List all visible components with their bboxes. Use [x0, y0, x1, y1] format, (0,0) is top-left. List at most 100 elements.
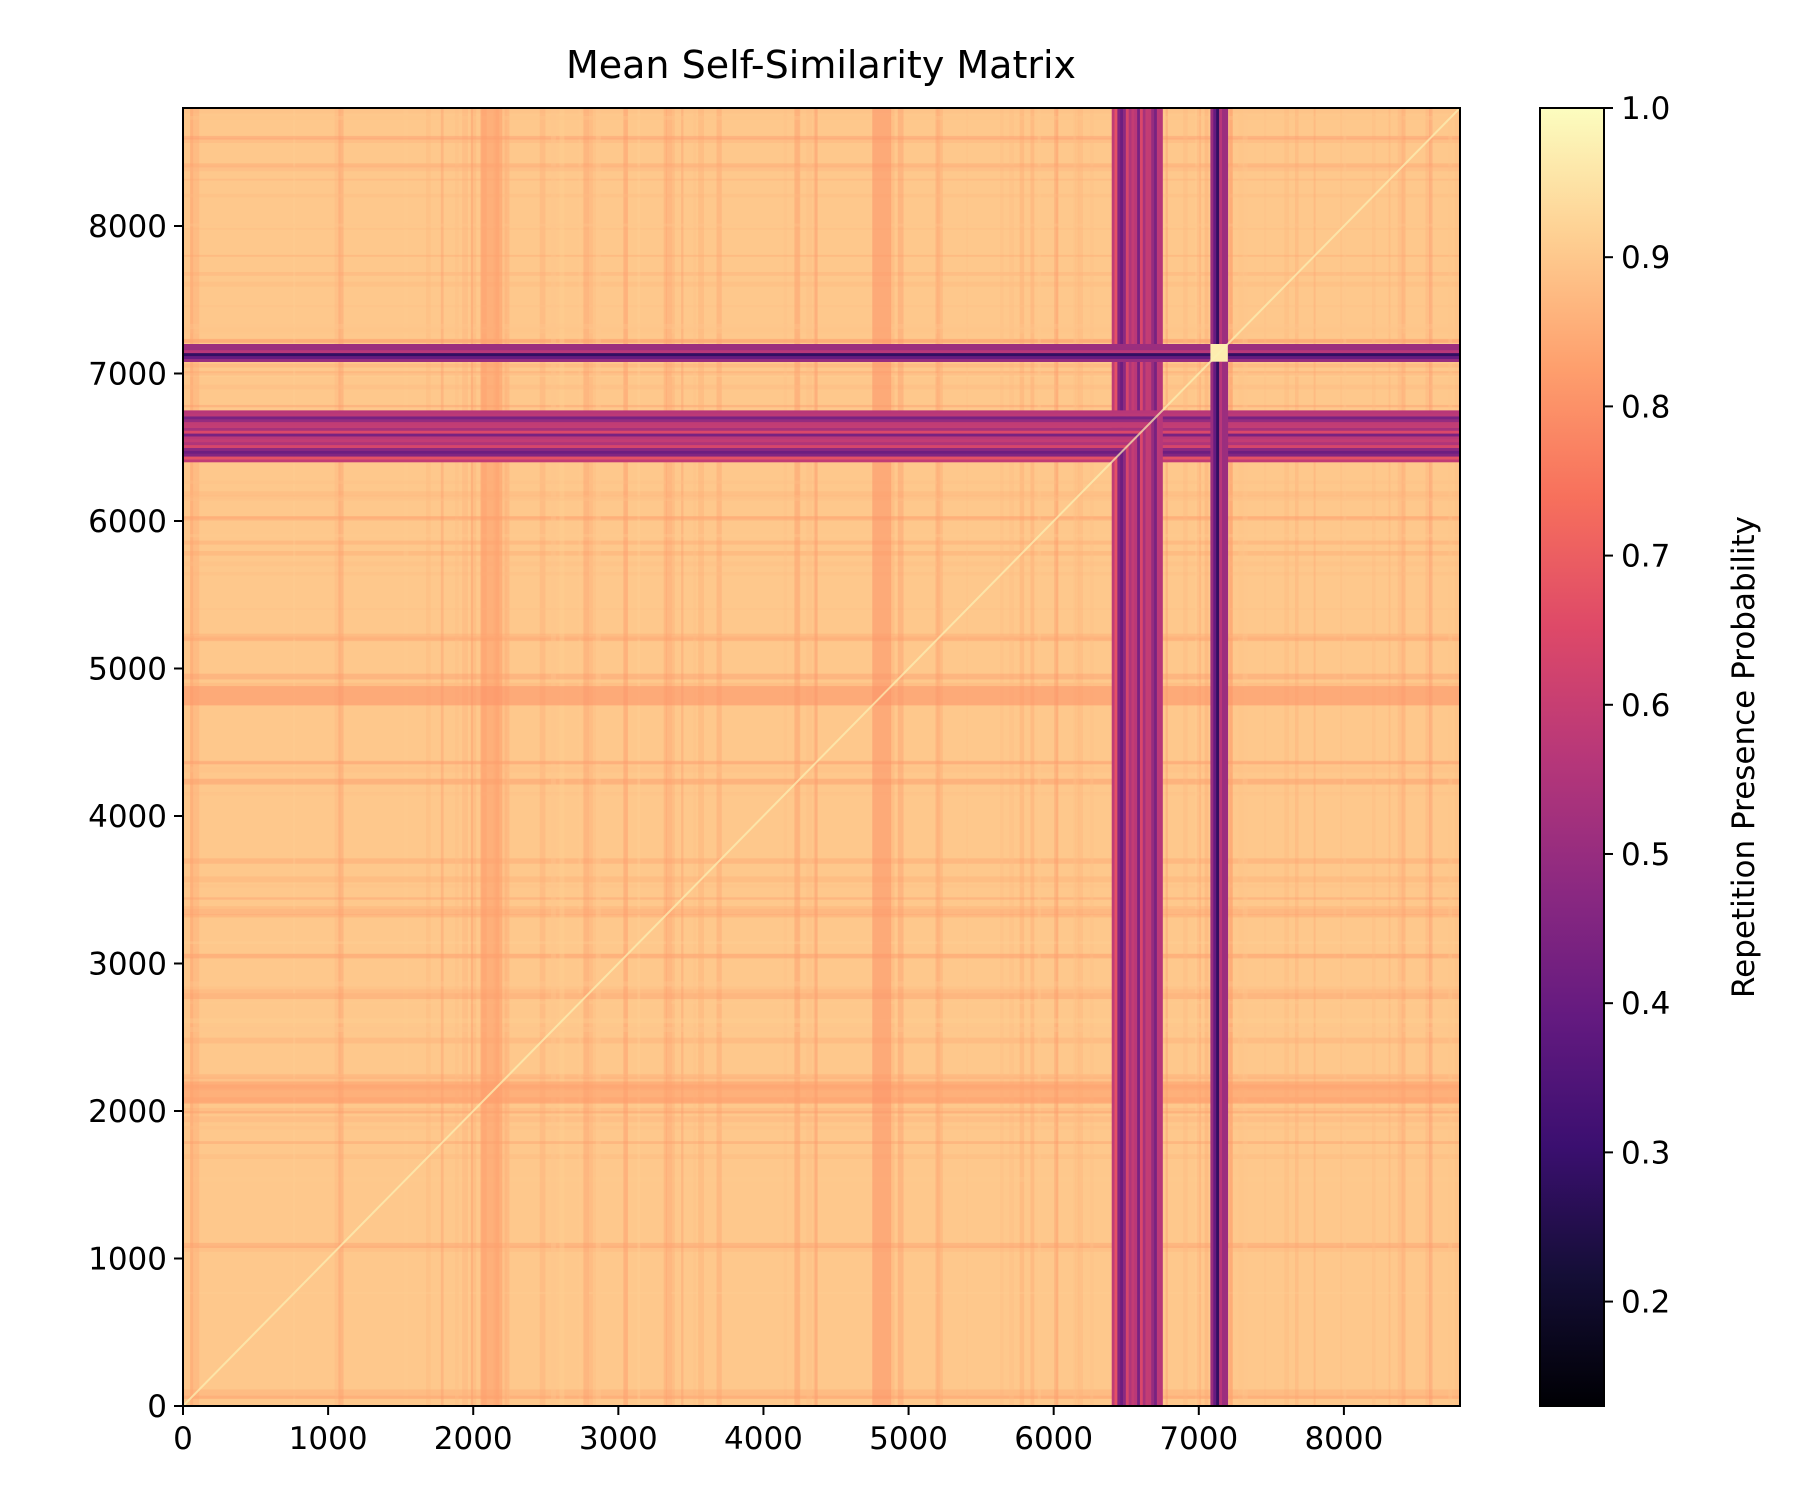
low-band-row-stripe — [183, 459, 1460, 463]
texture-row — [183, 986, 1460, 990]
low-band-row-stripe — [183, 433, 1460, 437]
texture-row — [183, 534, 1460, 538]
texture-column — [190, 108, 193, 1406]
texture-column — [1000, 108, 1004, 1406]
texture-column — [426, 108, 431, 1406]
texture-row — [183, 608, 1460, 610]
texture-column — [190, 108, 195, 1406]
texture-row — [183, 384, 1460, 390]
texture-row — [183, 281, 1460, 287]
low-band-column-stripe — [1114, 108, 1118, 1406]
texture-column — [698, 108, 704, 1406]
y-tick-label: 3000 — [88, 947, 167, 983]
texture-row — [183, 373, 1460, 378]
colorbar-tick-label: 0.2 — [1621, 1285, 1670, 1321]
texture-column — [1295, 108, 1298, 1406]
texture-column — [1204, 108, 1209, 1406]
low-band-row-stripe — [183, 427, 1460, 431]
texture-row — [183, 1074, 1460, 1080]
texture-row — [183, 1395, 1460, 1399]
texture-row — [183, 115, 1460, 120]
texture-column — [1090, 108, 1094, 1406]
low-band-column-stripe — [1128, 108, 1132, 1406]
texture-row — [183, 1154, 1460, 1159]
texture-row — [183, 761, 1460, 766]
y-axis: 0 1000 2000 3000 4000 5000 6000 7000 8000 — [88, 209, 183, 1425]
texture-column — [1037, 108, 1041, 1406]
texture-row — [183, 914, 1460, 918]
texture-column — [334, 108, 341, 1406]
texture-column — [1388, 108, 1391, 1406]
texture-row — [183, 254, 1460, 257]
texture-row — [183, 404, 1460, 408]
texture-column — [663, 108, 667, 1406]
texture-row — [183, 495, 1460, 500]
texture-row — [183, 1107, 1460, 1114]
texture-row — [183, 178, 1460, 181]
low-band-column-stripe — [1123, 108, 1127, 1406]
low-band-column-stripe — [1131, 108, 1135, 1406]
low-band-row-stripe — [183, 418, 1460, 423]
chart-title: Mean Self-Similarity Matrix — [566, 43, 1076, 87]
texture-row — [183, 227, 1460, 230]
texture-column — [1195, 108, 1200, 1406]
texture-column — [1228, 108, 1233, 1406]
y-tick-label: 0 — [147, 1389, 167, 1425]
texture-row — [183, 193, 1460, 198]
texture-column — [1077, 108, 1083, 1406]
texture-row — [183, 993, 1460, 1000]
texture-row — [183, 1389, 1460, 1395]
texture-row — [183, 989, 1460, 994]
texture-column — [1019, 108, 1025, 1406]
plot-frame — [182, 107, 1461, 1407]
texture-row — [183, 272, 1460, 276]
texture-column — [462, 108, 468, 1406]
texture-column — [592, 108, 596, 1406]
low-band-row-stripe — [183, 447, 1460, 451]
low-band-column-stripe — [1210, 108, 1214, 1406]
texture-column — [403, 108, 409, 1406]
texture-column — [806, 108, 813, 1406]
low-band-row-stripe — [183, 352, 1460, 357]
y-tick-label: 7000 — [88, 357, 167, 393]
moderate-band-column — [480, 108, 503, 1406]
texture-column — [665, 108, 672, 1406]
texture-column — [1372, 108, 1376, 1406]
texture-row — [183, 981, 1460, 987]
texture-row — [183, 1394, 1460, 1399]
texture-row — [183, 1116, 1460, 1123]
texture-row — [183, 272, 1460, 276]
texture-column — [470, 108, 474, 1406]
texture-column — [1284, 108, 1290, 1406]
y-tick-label: 5000 — [88, 652, 167, 688]
texture-row — [183, 480, 1460, 484]
texture-row — [183, 1027, 1460, 1033]
texture-row — [183, 760, 1460, 764]
texture-column — [506, 108, 510, 1406]
x-tick-label: 7000 — [1159, 1421, 1238, 1457]
texture-column — [693, 108, 697, 1406]
colorbar-tick-label: 0.4 — [1621, 986, 1670, 1022]
texture-column — [681, 108, 684, 1406]
y-tick-label: 6000 — [88, 504, 167, 540]
low-band-column-stripe — [1219, 108, 1223, 1406]
colorbar-tick-label: 0.7 — [1621, 539, 1670, 575]
texture-row — [183, 328, 1460, 332]
texture-column — [194, 108, 200, 1406]
texture-row — [183, 327, 1460, 334]
x-tick-label: 5000 — [869, 1421, 948, 1457]
texture-column — [293, 108, 296, 1406]
texture-column — [1264, 108, 1267, 1406]
texture-row — [183, 163, 1460, 168]
low-band-column-stripe — [1151, 108, 1155, 1406]
texture-row — [183, 941, 1460, 945]
texture-row — [183, 571, 1460, 576]
texture-column — [624, 108, 629, 1406]
texture-column — [1239, 108, 1243, 1406]
texture-row — [183, 1291, 1460, 1295]
texture-row — [183, 884, 1460, 888]
texture-row — [183, 108, 1460, 114]
texture-row — [183, 953, 1460, 958]
